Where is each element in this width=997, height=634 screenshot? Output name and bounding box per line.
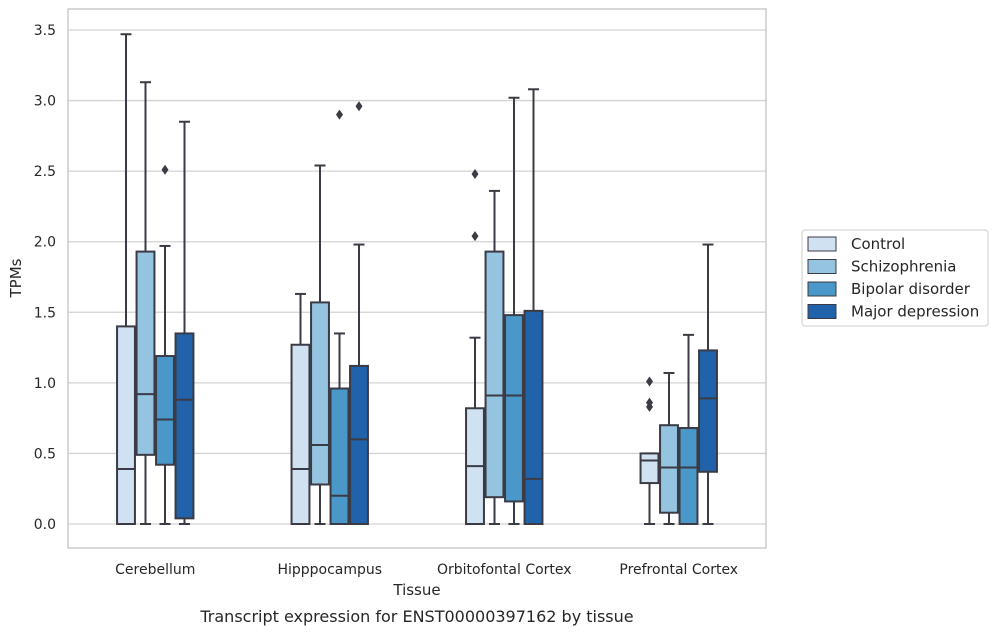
legend-swatch <box>807 304 837 319</box>
legend-swatch <box>807 236 837 252</box>
boxes <box>116 33 718 526</box>
iqr-box <box>290 343 311 525</box>
x-tick-label: Cerebellum <box>115 562 195 578</box>
iqr-box <box>329 387 350 526</box>
y-axis-title: TPMs <box>7 258 25 298</box>
y-tick-label: 3.5 <box>34 23 56 39</box>
x-tick-label: Hipppocampus <box>277 562 382 578</box>
y-tick-label: 1.5 <box>34 305 56 321</box>
y-tick-label: 0.5 <box>34 446 56 462</box>
iqr-box <box>504 314 524 503</box>
iqr-box <box>349 364 369 526</box>
box-0-3 <box>639 376 660 525</box>
box-1-2 <box>484 189 505 525</box>
box-2-0 <box>155 164 175 525</box>
outlier-point <box>336 109 343 120</box>
legend-label: Bipolar disorder <box>851 280 971 298</box>
legend-label: Schizophrenia <box>851 258 956 276</box>
box-0-0 <box>116 33 136 525</box>
legend-swatch <box>807 281 837 297</box>
iqr-box <box>484 250 505 499</box>
legend-label: Major depression <box>851 303 979 321</box>
x-tick-labels: Cerebellum Hipppocampus Orbitofontal Corte… <box>115 562 738 578</box>
iqr-box <box>523 309 544 526</box>
box-2-2 <box>504 96 524 525</box>
y-tick-label: 1.0 <box>34 376 56 392</box>
box-0-2 <box>465 168 485 525</box>
iqr-box <box>155 355 175 466</box>
box-3-2 <box>523 88 544 526</box>
box-0-1 <box>290 292 311 525</box>
box-2-1 <box>329 109 350 526</box>
legend-frame <box>801 229 989 327</box>
iqr-box <box>135 250 156 456</box>
legend-label: Control <box>851 235 905 253</box>
outlier-point <box>646 397 653 408</box>
outlier-point <box>161 164 169 175</box>
box-2-3 <box>678 333 699 525</box>
box-1-1 <box>310 164 330 525</box>
iqr-box <box>174 332 195 520</box>
iqr-box <box>639 452 660 485</box>
legend-swatch <box>807 259 837 274</box>
x-axis-title: Tissue <box>392 581 440 599</box>
iqr-box <box>659 424 679 514</box>
box-1-3 <box>659 371 679 525</box>
outlier-point <box>471 231 479 242</box>
iqr-box <box>678 427 699 525</box>
y-tick-label: 0.0 <box>34 517 56 533</box>
box-3-3 <box>698 243 718 525</box>
x-tick-label: Orbitofontal Cortex <box>437 562 572 578</box>
y-tick-label: 2.0 <box>34 235 56 251</box>
iqr-box <box>310 301 330 486</box>
y-tick-labels: 0.0 0.5 1.0 1.5 2.0 2.5 3.0 3.5 <box>34 23 56 533</box>
chart-caption: Transcript expression for ENST0000039716… <box>199 607 633 626</box>
outlier-point <box>646 376 653 387</box>
outlier-point <box>471 168 479 179</box>
box-1-0 <box>135 81 156 525</box>
iqr-box <box>698 349 718 473</box>
y-tick-label: 2.5 <box>34 164 56 180</box>
y-tick-label: 3.0 <box>34 94 56 110</box>
outlier-point <box>355 101 363 112</box>
legend: Control Schizophrenia Bipolar disorder Majo… <box>801 229 989 327</box>
iqr-box <box>116 325 136 525</box>
x-tick-label: Prefrontal Cortex <box>619 562 738 578</box>
plot-frame <box>67 8 767 549</box>
box-3-1 <box>349 101 369 526</box>
box-3-0 <box>174 120 195 525</box>
